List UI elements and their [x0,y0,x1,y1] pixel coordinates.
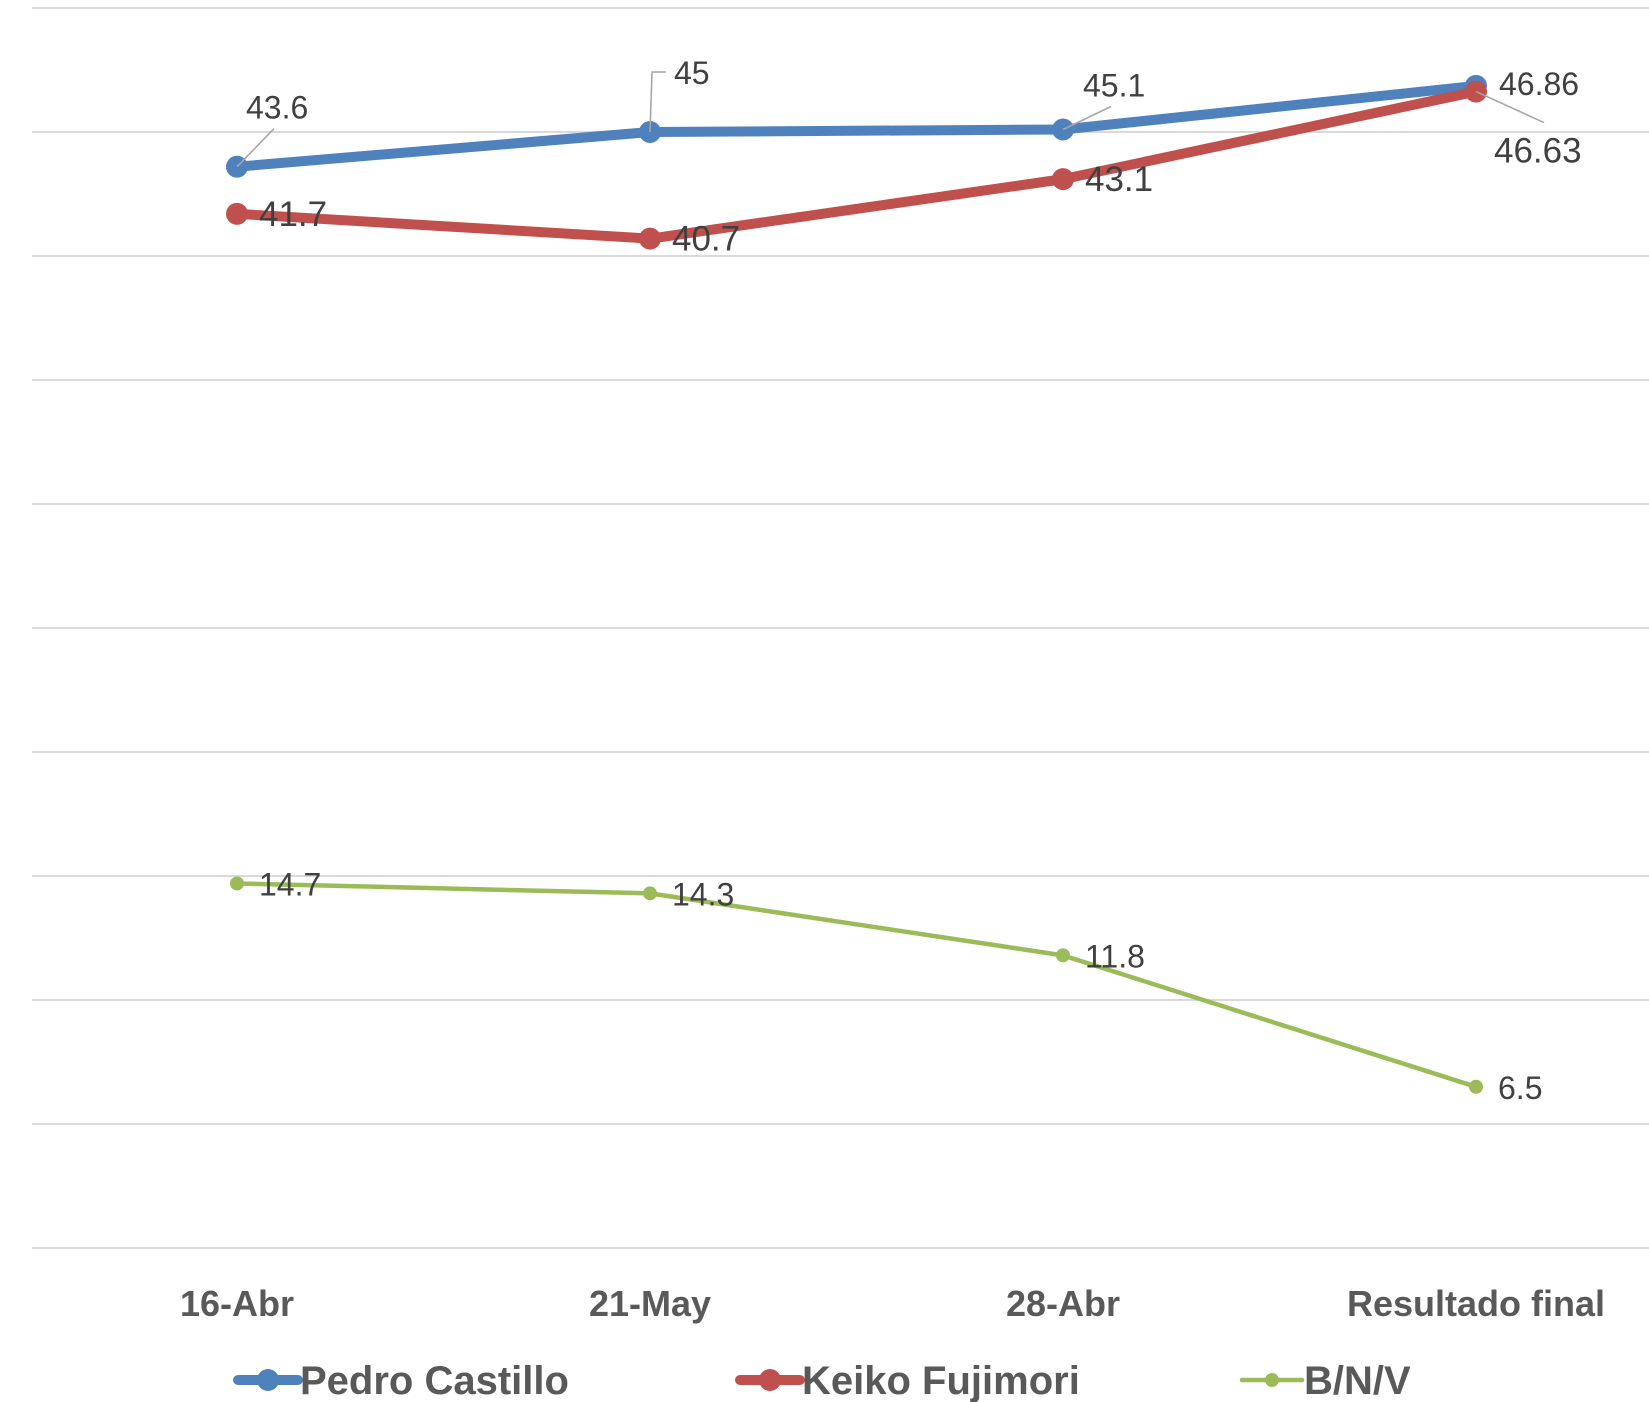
legend-swatch-marker [759,1369,781,1391]
data-point [1469,1079,1483,1094]
data-label: 41.7 [259,195,327,234]
data-label: 43.1 [1085,160,1153,199]
legend: Pedro Castillo Keiko Fujimori B/N/V [233,1359,1411,1402]
legend-item: B/N/V [1239,1359,1411,1402]
legend-label: B/N/V [1304,1359,1411,1402]
data-point [1056,948,1070,963]
data-label: 46.86 [1499,66,1579,102]
series-layer [226,74,1487,1094]
series-2 [226,80,1487,250]
series-line [232,80,1481,172]
data-label: 14.3 [672,876,734,912]
legend-label: Keiko Fujimori [802,1359,1080,1402]
data-point [226,202,248,225]
legend-swatch-marker [1265,1373,1279,1387]
data-label: 45.1 [1083,68,1145,104]
legend-item: Pedro Castillo [233,1359,569,1402]
series-3 [230,876,1483,1094]
data-point [1052,168,1074,191]
data-label: 45 [674,55,710,91]
series-line [234,881,1479,1090]
data-labels: 43.6 45 45.1 46.86 41.7 40.7 43.1 46.63 14.7 14.3… [236,55,1582,1106]
leader-line [1475,90,1545,124]
leader-line [236,128,275,168]
data-label: 40.7 [672,220,740,259]
x-tick-label: Resultado final [1347,1283,1605,1324]
data-label: 46.63 [1494,132,1582,171]
legend-item: Keiko Fujimori [735,1359,1080,1402]
legend-label: Pedro Castillo [300,1359,569,1402]
data-point [230,876,244,891]
x-axis-labels: 16-Abr 21-May 28-Abr Resultado final [180,1283,1605,1324]
data-label: 11.8 [1085,938,1145,974]
gridlines [32,7,1649,1249]
series-line [232,86,1481,244]
x-tick-label: 16-Abr [180,1283,294,1324]
data-label: 43.6 [246,90,308,126]
x-tick-label: 21-May [589,1283,711,1324]
legend-swatch-marker [257,1369,279,1391]
data-label: 6.5 [1498,1070,1542,1106]
data-point [643,886,657,901]
x-tick-label: 28-Abr [1006,1283,1120,1324]
leader-line [649,71,666,133]
data-label: 14.7 [259,866,321,902]
leader-line [1062,105,1112,131]
data-point [639,227,661,250]
